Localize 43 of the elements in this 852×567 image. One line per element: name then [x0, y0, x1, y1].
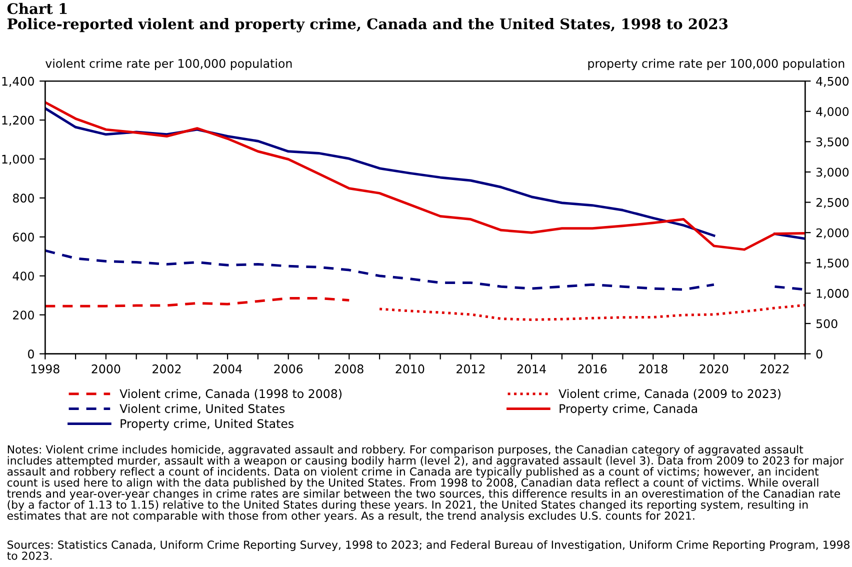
legend-label: Violent crime, Canada (1998 to 2008) — [120, 388, 342, 400]
y-tick-label: 0 — [28, 350, 34, 358]
y2-tick-label: 1,000 — [816, 288, 849, 300]
y-tick-label: 1,000 — [2, 154, 34, 165]
y2-tick-label: 2,500 — [816, 198, 849, 208]
y-tick-label: 400 — [12, 272, 34, 281]
line-series — [45, 297, 350, 308]
text: Notes: Violent crime includes homicide, aggravated assault and robbery. For comparison purposes, the Canadian category of aggravated assault includes attempted murder, assault with a weapon or causing bodily harm (level 2), and aggravated assault (level 3). Data from 2009 to 2023 for major assault and robbery reflect a count of incidents. Data on violent crime in Canada are typically published as a count of victims; however, an incident count is used here to align with the data published by the United States. From 1998 to 2008, Canadian data reflect a count of victims. While overall trends and year-over-year changes in crime rates are similar between the two sources, this difference results in an overestimation of the Canadian rate (by a factor of 1.13 to 1.15) relative to the United States during these years. In 2021, the United States changed its reporting system, resulting in estimates that are not comparable with those from other years. As a result, the trend analysis excludes U.S. counts for 2021. — [7, 445, 844, 522]
x-tick-label: 2010 — [396, 364, 424, 374]
x-tick-label: 2018 — [638, 364, 668, 374]
y2-tick-label: 0 — [816, 350, 822, 358]
x-tick-label: 2000 — [92, 364, 120, 374]
x-tick-label: 2004 — [213, 364, 242, 374]
line-series — [378, 304, 806, 321]
legend-label: Property crime, Canada — [560, 404, 697, 416]
y2-tick-label: 3,500 — [816, 137, 849, 148]
y-tick-label: 200 — [13, 310, 34, 320]
y-axis-title: violent crime rate per 100,000 population — [46, 58, 292, 70]
x-tick-label: 2012 — [456, 364, 485, 374]
y2-tick-label: 500 — [816, 319, 838, 328]
x-tick-label: 2020 — [700, 364, 728, 374]
x-tick-label: 1998 — [31, 364, 60, 374]
legend-label: Violent crime, Canada (2009 to 2023) — [558, 388, 780, 400]
y-tick-label: 1,200 — [2, 116, 34, 126]
x-tick-label: 2002 — [152, 364, 181, 374]
y2-axis-title: property crime rate per 100,000 population — [588, 58, 844, 70]
x-tick-label: 2014 — [517, 364, 546, 374]
y2-tick-label: 4,000 — [816, 107, 849, 118]
x-tick-label: 2008 — [334, 364, 364, 374]
y-tick-label: 600 — [13, 232, 34, 242]
y-tick-label: 1,400 — [2, 76, 34, 87]
x-tick-label: 2006 — [274, 364, 303, 374]
chart-title: Chart 1 Police-reported violent and property crime, Canada and the United States, 1998 to 2023 — [7, 2, 728, 32]
x-tick-label: 2022 — [760, 364, 789, 374]
y2-tick-label: 2,000 — [816, 228, 849, 238]
y2-tick-label: 4,500 — [816, 76, 849, 87]
legend-label: Violent crime, United States — [120, 404, 285, 414]
legend-label: Property crime, United States — [120, 418, 294, 430]
y2-tick-label: 1,500 — [816, 258, 849, 269]
y2-tick-label: 3,000 — [816, 168, 849, 178]
source-note: Sources: Statistics Canada, Uniform Crime Reporting Survey, 1998 to 2023; and Federal Bureau of Investigation, Uniform Crime Reporting Program, 1998 to 2023. — [7, 540, 850, 560]
x-tick-label: 2016 — [578, 364, 607, 374]
y-tick-label: 800 — [13, 194, 34, 203]
